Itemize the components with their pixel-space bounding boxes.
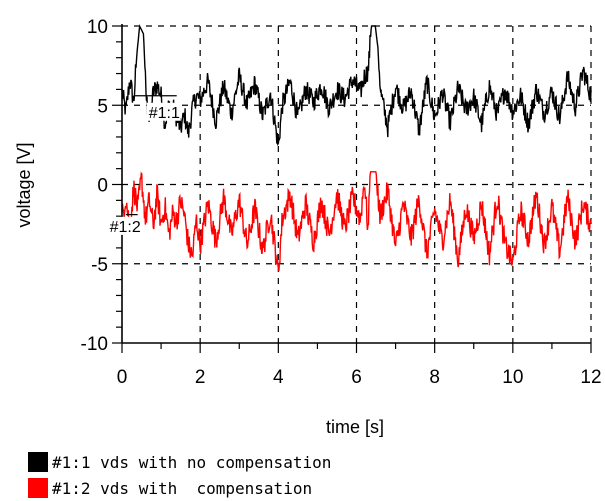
x-tick-label-8: 8 — [429, 367, 440, 388]
axes — [112, 24, 592, 353]
series-tags: #1:1 #1:2 — [107, 95, 181, 236]
legend-swatch-series-1 — [28, 452, 48, 472]
series-tag-1: #1:1 — [149, 105, 180, 122]
y-tick-label--10: -10 — [81, 334, 108, 355]
y-tick-label-5: 5 — [97, 96, 108, 117]
x-tick-label-0: 0 — [117, 367, 128, 388]
x-axis-title: time [s] — [326, 417, 384, 437]
series-layer — [121, 23, 592, 272]
voltage-chart: 0 2 4 6 8 10 12 10 5 0 -5 -10 #1:1 #1:2 time [s] vol… — [14, 17, 602, 437]
legend-item-series-1: #1:1 vds with no compensation — [28, 449, 331, 475]
x-tick-label-6: 6 — [351, 367, 362, 388]
series-line-2 — [121, 171, 592, 272]
tick-labels: 0 2 4 6 8 10 12 10 5 0 -5 -10 — [81, 17, 602, 388]
legend-label-series-1: #1:1 vds with no compensation — [52, 452, 332, 472]
y-tick-label-0: 0 — [97, 176, 108, 197]
x-tick-label-12: 12 — [580, 367, 601, 388]
x-tick-label-4: 4 — [273, 367, 284, 388]
series-tag-bg-2 — [107, 216, 142, 235]
legend-swatch-series-2 — [28, 478, 48, 498]
series-line-1 — [121, 23, 592, 147]
x-tick-label-10: 10 — [502, 367, 523, 388]
series-tag-2: #1:2 — [110, 219, 141, 236]
series-tag-bg-1 — [146, 102, 181, 121]
legend: #1:1 vds with no compensation #1:2 vds w… — [28, 449, 331, 501]
grid-lines — [122, 25, 592, 343]
y-axis-title: voltage [V] — [14, 142, 34, 227]
y-tick-label--5: -5 — [91, 255, 108, 276]
y-tick-label-10: 10 — [87, 17, 108, 38]
legend-item-series-2: #1:2 vds with compensation — [28, 475, 331, 501]
legend-label-series-2: #1:2 vds with compensation — [52, 478, 313, 498]
x-tick-label-2: 2 — [195, 367, 206, 388]
